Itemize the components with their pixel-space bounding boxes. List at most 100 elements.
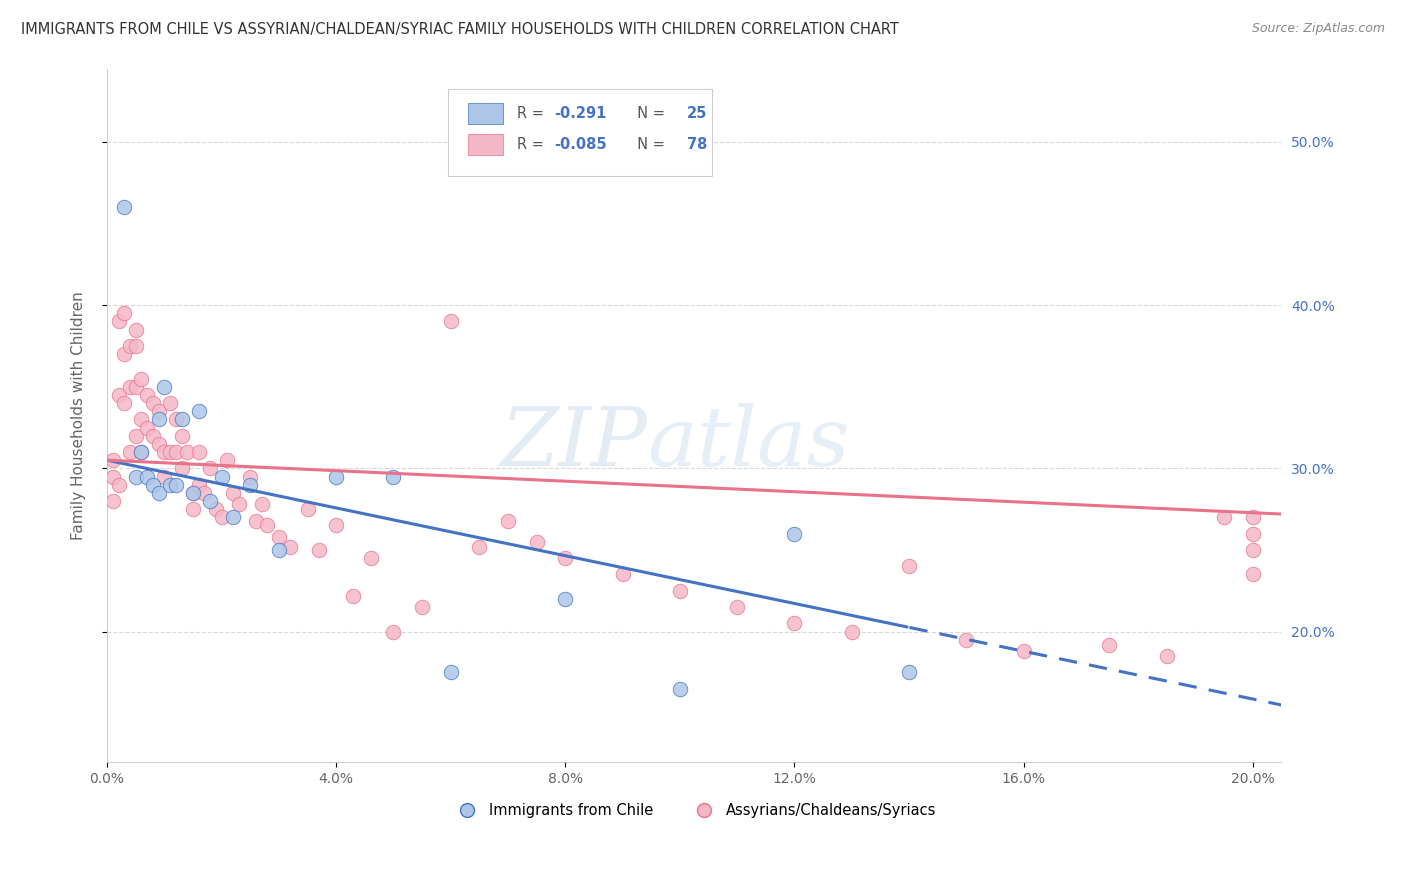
- Point: [382, 624, 405, 639]
- Point: [118, 445, 141, 459]
- Point: [239, 469, 262, 483]
- Point: [187, 445, 209, 459]
- Point: [440, 665, 463, 680]
- Point: [170, 428, 193, 442]
- Point: [1012, 644, 1035, 658]
- Point: [125, 428, 148, 442]
- Point: [142, 396, 165, 410]
- Point: [148, 437, 170, 451]
- Text: -0.291: -0.291: [554, 106, 607, 121]
- Point: [165, 412, 187, 426]
- Point: [131, 371, 153, 385]
- Point: [187, 404, 209, 418]
- Point: [669, 681, 692, 696]
- Point: [131, 412, 153, 426]
- Point: [205, 502, 228, 516]
- Text: IMMIGRANTS FROM CHILE VS ASSYRIAN/CHALDEAN/SYRIAC FAMILY HOUSEHOLDS WITH CHILDRE: IMMIGRANTS FROM CHILE VS ASSYRIAN/CHALDE…: [21, 22, 898, 37]
- Point: [112, 396, 135, 410]
- Text: -0.085: -0.085: [554, 137, 607, 153]
- Point: [1241, 567, 1264, 582]
- Point: [1241, 510, 1264, 524]
- Point: [440, 314, 463, 328]
- Point: [342, 589, 364, 603]
- Text: atlas: atlas: [647, 403, 849, 483]
- Point: [554, 551, 576, 566]
- Point: [783, 616, 806, 631]
- Point: [239, 477, 262, 491]
- Point: [222, 510, 245, 524]
- Point: [1156, 648, 1178, 663]
- Point: [165, 445, 187, 459]
- Point: [198, 494, 221, 508]
- Point: [107, 314, 129, 328]
- Text: ZIP: ZIP: [501, 403, 647, 483]
- Point: [841, 624, 863, 639]
- Point: [181, 502, 204, 516]
- Point: [107, 477, 129, 491]
- Point: [159, 396, 181, 410]
- Point: [136, 420, 159, 434]
- Point: [148, 485, 170, 500]
- Point: [955, 632, 977, 647]
- Point: [153, 445, 176, 459]
- Point: [267, 530, 290, 544]
- Point: [176, 445, 198, 459]
- Point: [125, 339, 148, 353]
- Point: [101, 469, 124, 483]
- Point: [193, 485, 215, 500]
- Point: [142, 428, 165, 442]
- Point: [897, 665, 920, 680]
- Legend: Immigrants from Chile, Assyrians/Chaldeans/Syriacs: Immigrants from Chile, Assyrians/Chaldea…: [446, 797, 942, 824]
- Point: [228, 497, 250, 511]
- Point: [256, 518, 278, 533]
- Point: [382, 469, 405, 483]
- Point: [897, 559, 920, 574]
- Point: [267, 543, 290, 558]
- Point: [1098, 638, 1121, 652]
- Point: [280, 540, 302, 554]
- Point: [153, 380, 176, 394]
- Point: [112, 347, 135, 361]
- Point: [159, 477, 181, 491]
- Point: [170, 461, 193, 475]
- Point: [148, 404, 170, 418]
- Point: [245, 514, 267, 528]
- Point: [125, 469, 148, 483]
- Point: [131, 445, 153, 459]
- Bar: [468, 135, 503, 155]
- Point: [136, 388, 159, 402]
- Point: [112, 200, 135, 214]
- Point: [187, 477, 209, 491]
- Point: [112, 306, 135, 320]
- Point: [148, 412, 170, 426]
- Point: [165, 477, 187, 491]
- Point: [669, 583, 692, 598]
- Point: [1213, 510, 1236, 524]
- Point: [783, 526, 806, 541]
- Point: [101, 453, 124, 467]
- FancyBboxPatch shape: [447, 89, 711, 176]
- Point: [612, 567, 634, 582]
- Point: [1241, 526, 1264, 541]
- Point: [211, 469, 233, 483]
- Point: [125, 323, 148, 337]
- Text: N =: N =: [628, 137, 669, 153]
- Text: N =: N =: [628, 106, 669, 121]
- Point: [131, 445, 153, 459]
- Text: R =: R =: [517, 106, 548, 121]
- Text: 78: 78: [688, 137, 707, 153]
- Point: [136, 469, 159, 483]
- Point: [1241, 543, 1264, 558]
- Point: [217, 453, 239, 467]
- Point: [142, 477, 165, 491]
- Point: [325, 518, 347, 533]
- Point: [181, 485, 204, 500]
- Point: [153, 469, 176, 483]
- Point: [308, 543, 330, 558]
- Text: R =: R =: [517, 137, 548, 153]
- Point: [411, 600, 433, 615]
- Point: [725, 600, 748, 615]
- Bar: [468, 103, 503, 124]
- Y-axis label: Family Households with Children: Family Households with Children: [72, 291, 86, 540]
- Point: [468, 540, 491, 554]
